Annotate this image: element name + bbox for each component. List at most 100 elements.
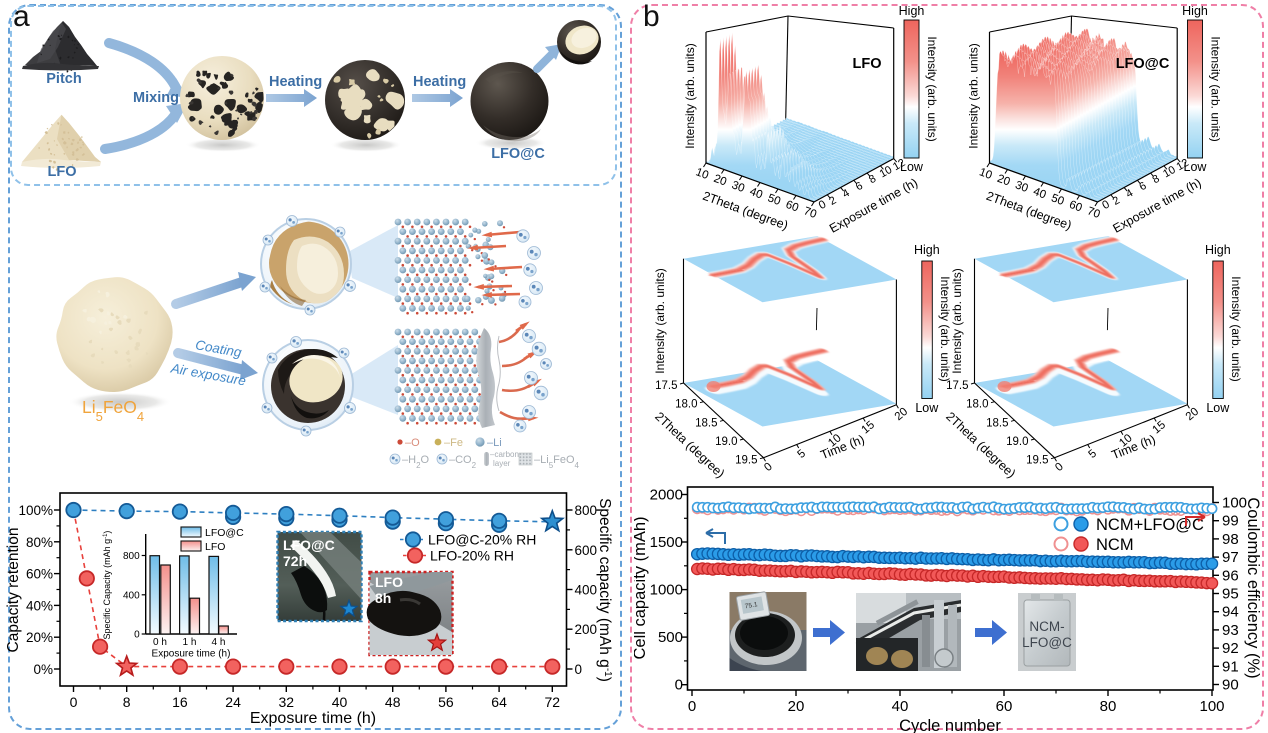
svg-text:60: 60 <box>784 199 800 215</box>
svg-text:10: 10 <box>1161 164 1178 180</box>
svg-text:LFO@C: LFO@C <box>491 146 545 162</box>
svg-text:LFO: LFO <box>853 56 882 72</box>
svg-text:Low: Low <box>1206 401 1230 415</box>
svg-text:Mixing: Mixing <box>133 90 179 106</box>
svg-text:18.5: 18.5 <box>986 417 1008 429</box>
svg-text:Exposure time (h): Exposure time (h) <box>250 710 376 727</box>
svg-text:8: 8 <box>1151 173 1162 186</box>
svg-text:Intensity (arb. units): Intensity (arb. units) <box>925 36 939 141</box>
svg-text:32: 32 <box>279 694 295 710</box>
svg-text:Specific capacity (mAh g-1): Specific capacity (mAh g-1) <box>596 498 614 682</box>
svg-text:80: 80 <box>1100 698 1117 715</box>
svg-text:20: 20 <box>893 406 911 423</box>
svg-text:LFO@C: LFO@C <box>205 527 244 539</box>
svg-text:40: 40 <box>892 698 909 715</box>
svg-text:400: 400 <box>575 583 598 598</box>
svg-text:30: 30 <box>730 179 746 195</box>
svg-text:0 h: 0 h <box>153 637 167 648</box>
svg-text:50: 50 <box>766 192 782 208</box>
svg-text:12: 12 <box>1174 157 1191 173</box>
svg-text:LFO: LFO <box>48 164 77 180</box>
svg-text:200: 200 <box>575 622 598 637</box>
svg-text:Exposure time (h): Exposure time (h) <box>152 649 231 660</box>
svg-text:50: 50 <box>1049 192 1065 208</box>
svg-text:94: 94 <box>1222 604 1239 621</box>
svg-text:LFO-20% RH: LFO-20% RH <box>430 548 514 564</box>
svg-text:LFO@C: LFO@C <box>1116 56 1170 72</box>
svg-text:LFO: LFO <box>375 574 403 590</box>
svg-text:4 h: 4 h <box>212 637 226 648</box>
svg-text:0: 0 <box>688 698 696 715</box>
svg-text:NCM: NCM <box>1096 536 1134 554</box>
svg-text:40: 40 <box>332 694 348 710</box>
svg-text:48: 48 <box>385 694 401 710</box>
svg-text:8: 8 <box>123 694 131 710</box>
svg-text:20: 20 <box>995 173 1011 189</box>
svg-text:1500: 1500 <box>650 534 683 551</box>
svg-text:400: 400 <box>123 590 140 601</box>
svg-text:Heating: Heating <box>413 74 466 90</box>
svg-text:0: 0 <box>1100 199 1111 213</box>
svg-text:0: 0 <box>817 199 828 213</box>
svg-text:12: 12 <box>891 157 908 173</box>
svg-text:–Li: –Li <box>487 437 502 449</box>
svg-text:Pitch: Pitch <box>46 71 81 87</box>
svg-text:Low: Low <box>1184 160 1208 174</box>
svg-text:90: 90 <box>1222 677 1239 694</box>
svg-text:Intensity (arb. units): Intensity (arb. units) <box>1209 36 1223 141</box>
svg-text:18.0: 18.0 <box>675 399 697 411</box>
svg-text:Heating: Heating <box>269 74 322 90</box>
svg-text:19.5: 19.5 <box>1026 455 1048 467</box>
svg-text:91: 91 <box>1222 658 1239 675</box>
svg-text:Intensity (arb. units): Intensity (arb. units) <box>950 268 964 373</box>
svg-text:92: 92 <box>1222 640 1239 657</box>
svg-text:NCM-: NCM- <box>1029 619 1064 634</box>
svg-text:100%: 100% <box>18 503 53 518</box>
svg-text:18.0: 18.0 <box>966 399 988 411</box>
svg-text:95: 95 <box>1222 586 1239 603</box>
svg-text:100: 100 <box>1222 495 1247 512</box>
svg-text:30: 30 <box>1013 179 1029 195</box>
svg-text:–H2O: –H2O <box>402 454 430 470</box>
svg-text:4: 4 <box>841 187 852 200</box>
svg-text:75.1: 75.1 <box>744 601 758 610</box>
svg-text:0: 0 <box>1053 461 1066 474</box>
svg-text:5: 5 <box>1086 448 1099 461</box>
svg-text:–carbon: –carbon <box>490 450 519 459</box>
svg-text:72: 72 <box>545 694 561 710</box>
svg-text:8h: 8h <box>375 590 391 606</box>
svg-text:15: 15 <box>1151 419 1169 436</box>
svg-text:16: 16 <box>172 694 188 710</box>
svg-text:High: High <box>1205 243 1231 257</box>
svg-text:Intensity (arb. units): Intensity (arb. units) <box>653 268 667 373</box>
svg-text:Specific Capacity (mAh g-1): Specific Capacity (mAh g-1) <box>102 531 112 640</box>
svg-text:60%: 60% <box>26 567 53 582</box>
svg-text:10: 10 <box>977 166 993 182</box>
svg-text:70: 70 <box>1085 205 1101 221</box>
svg-text:20: 20 <box>712 173 728 189</box>
svg-text:64: 64 <box>491 694 507 710</box>
svg-text:500: 500 <box>658 629 683 646</box>
svg-text:40%: 40% <box>26 598 53 613</box>
svg-text:80%: 80% <box>26 535 53 550</box>
svg-text:–CO2: –CO2 <box>449 454 477 470</box>
svg-text:NCM+LFO@C: NCM+LFO@C <box>1096 516 1204 534</box>
svg-text:10: 10 <box>694 166 710 182</box>
svg-text:Time (h): Time (h) <box>819 432 867 462</box>
svg-text:17.5: 17.5 <box>946 380 968 392</box>
svg-text:0: 0 <box>134 630 140 641</box>
svg-text:0: 0 <box>675 677 683 694</box>
svg-text:Capacity retention: Capacity retention <box>5 528 22 653</box>
svg-text:6: 6 <box>854 180 865 193</box>
svg-text:99: 99 <box>1222 513 1239 530</box>
svg-text:15: 15 <box>860 419 878 436</box>
svg-text:70: 70 <box>802 205 818 221</box>
svg-text:20: 20 <box>788 698 805 715</box>
svg-text:19.0: 19.0 <box>1006 436 1028 448</box>
svg-text:8: 8 <box>867 173 878 186</box>
svg-text:40: 40 <box>748 186 764 202</box>
svg-text:2000: 2000 <box>650 487 683 504</box>
svg-text:Intensity (arb. units): Intensity (arb. units) <box>938 276 952 381</box>
svg-text:0: 0 <box>575 662 583 677</box>
svg-text:2: 2 <box>827 194 838 207</box>
